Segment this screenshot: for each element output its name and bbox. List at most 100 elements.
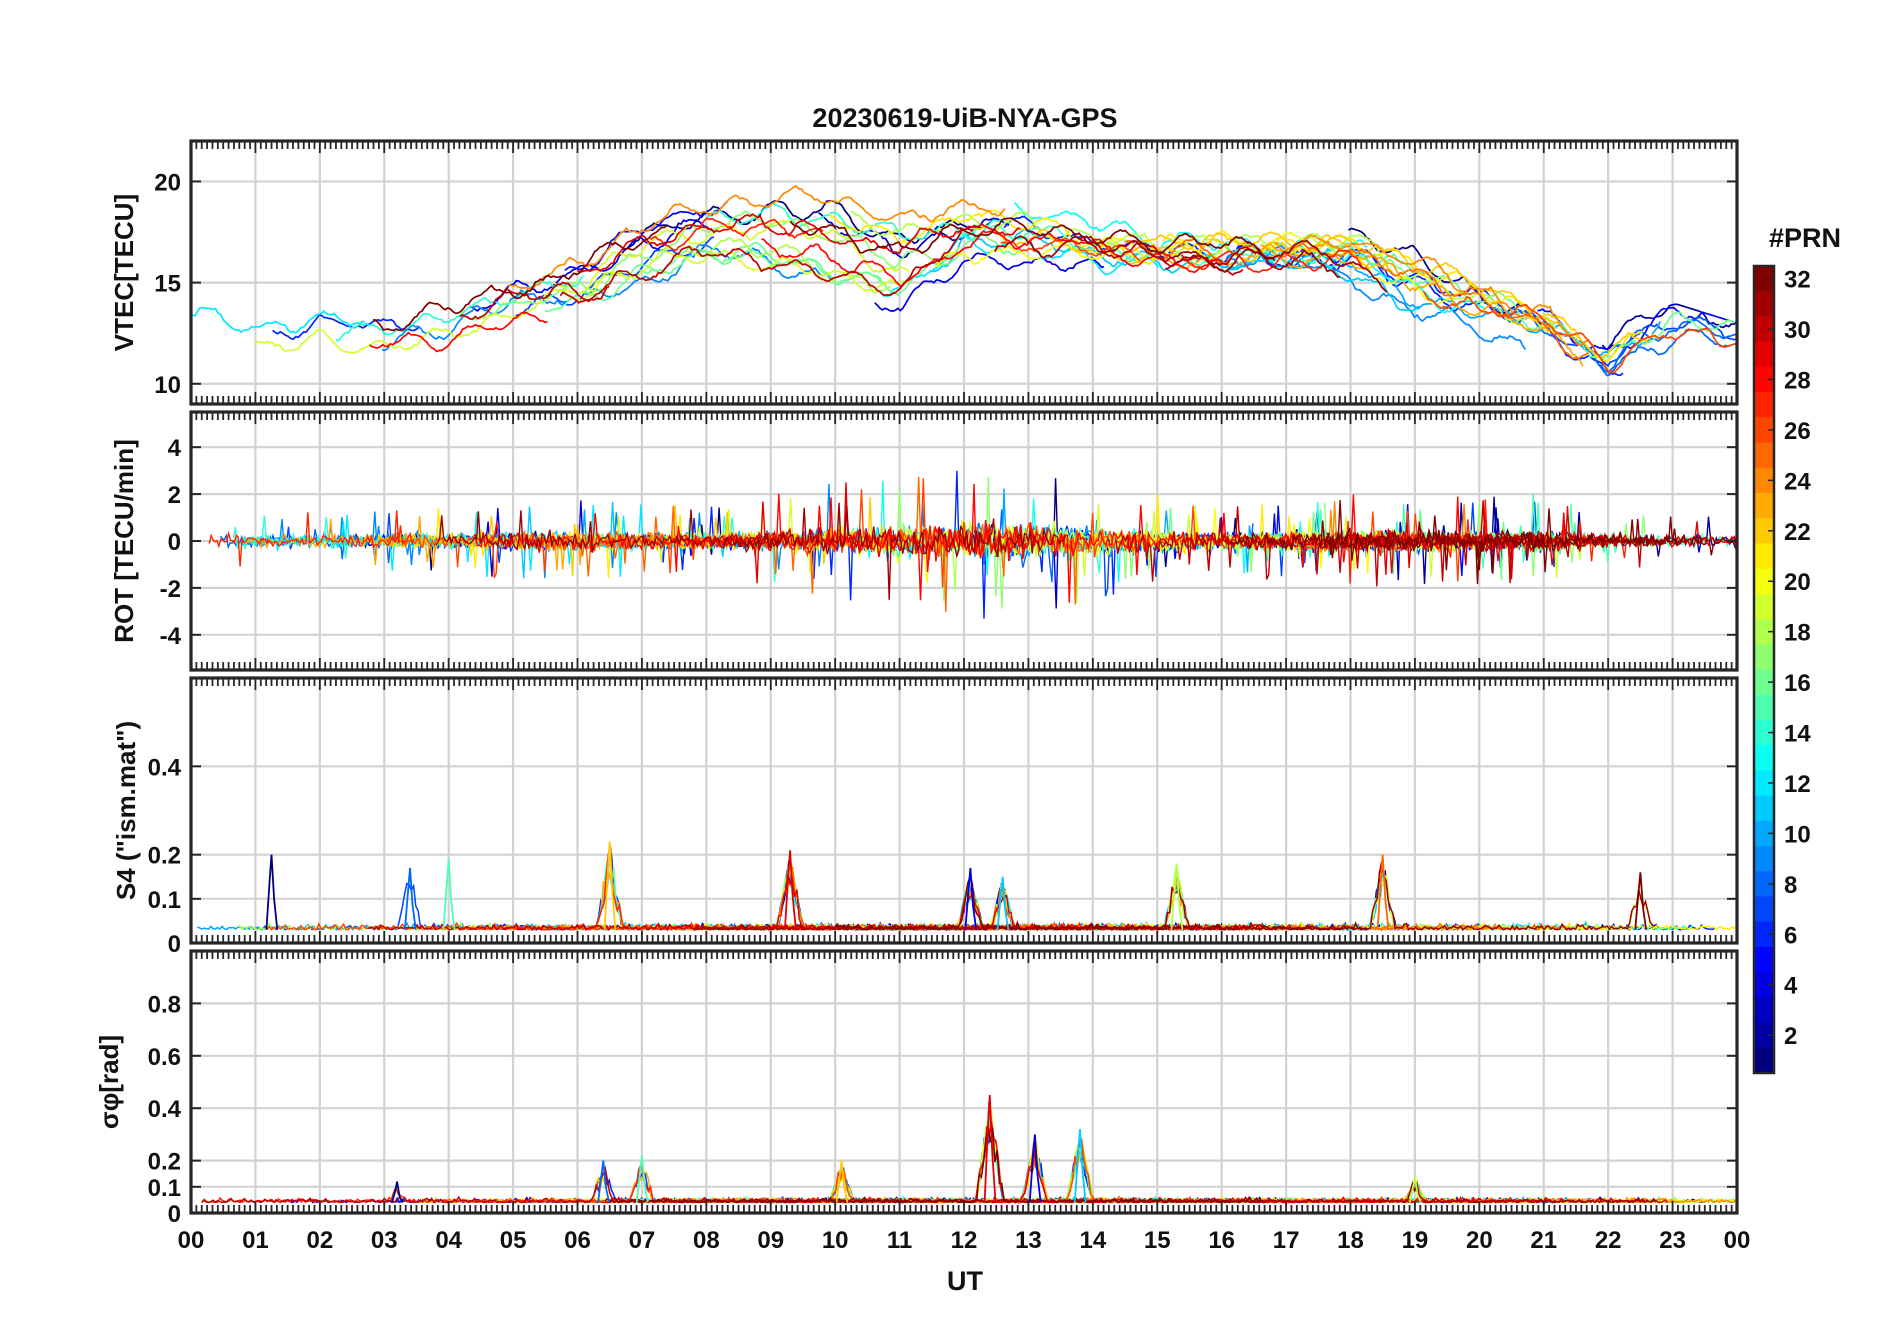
series-line-prn-32 <box>789 217 1276 262</box>
x-tick-label: 05 <box>500 1227 527 1254</box>
series-line-prn-28 <box>473 483 1047 573</box>
colorbar-segment <box>1754 341 1774 368</box>
colorbar-tick-label: 16 <box>1784 670 1811 697</box>
series-line-prn-22 <box>1138 231 1563 327</box>
series-line-prn-28 <box>369 311 548 353</box>
series-line-prn-24 <box>507 185 1006 290</box>
vtec-panel: 10 15 20 VTEC[TECU] <box>109 139 1739 406</box>
x-tick-label: 15 <box>1144 1227 1171 1254</box>
x-tick-labels: 00 01 02 03 04 05 06 07 08 09 10 11 12 13 14 15 16 17 18 19… <box>178 1227 1751 1254</box>
colorbar-segment <box>1754 543 1774 570</box>
series-line-prn-32 <box>604 1127 1264 1204</box>
x-tick-label: 12 <box>951 1227 978 1254</box>
series-line-prn-20 <box>934 241 1129 268</box>
colorbar-segment <box>1754 921 1774 948</box>
series-line-prn-12 <box>192 306 366 334</box>
series-line-prn-27 <box>649 217 824 252</box>
colorbar-segment <box>1754 997 1774 1024</box>
x-tick-label: 21 <box>1530 1227 1557 1254</box>
colorbar-segment <box>1754 316 1774 343</box>
panel-traces <box>208 470 1737 619</box>
colorbar-tick-label: 32 <box>1784 267 1811 294</box>
series-line-prn-4 <box>874 252 1105 312</box>
series-line-prn-25 <box>1124 237 1590 360</box>
peak-mark <box>964 867 978 930</box>
series-line-prn-6 <box>272 314 420 341</box>
colorbar-tick-label: 8 <box>1784 872 1797 899</box>
colorbar-segment <box>1754 593 1774 620</box>
peak-mark <box>442 859 456 930</box>
y-axis-label: S4 ("ism.mat") <box>111 721 141 900</box>
x-tick-label: 18 <box>1337 1227 1364 1254</box>
panel-traces <box>197 841 1737 932</box>
x-tick-label: 17 <box>1273 1227 1300 1254</box>
series-line-prn-15 <box>568 861 1595 932</box>
x-axis-label: UT <box>947 1266 983 1296</box>
y-tick-label: 15 <box>154 271 181 298</box>
series-line-prn-30 <box>201 1165 744 1204</box>
series-line-prn-8 <box>1510 307 1736 373</box>
series-line-prn-31 <box>994 235 1341 278</box>
x-tick-label: 00 <box>1724 1227 1751 1254</box>
series-line-prn-19 <box>588 248 910 293</box>
y-tick-label: 0.4 <box>148 754 182 781</box>
series-line-prn-19 <box>254 271 626 355</box>
series-line-prn-19 <box>669 864 1660 932</box>
colorbar-segment <box>1754 568 1774 595</box>
colorbar-segment <box>1754 946 1774 973</box>
y-tick-label: 0.1 <box>148 1175 181 1202</box>
y-axis-label: VTEC[TECU] <box>109 194 139 351</box>
y-axis-label: σφ[rad] <box>94 1035 124 1129</box>
series-line-prn-2 <box>1601 303 1737 351</box>
y-tick-label: 4 <box>168 435 182 462</box>
series-line-prn-28 <box>781 891 1340 931</box>
panel-traces <box>201 1095 1737 1204</box>
colorbar-segment <box>1754 719 1774 746</box>
colorbar-tick-label: 28 <box>1784 367 1811 394</box>
series-line-prn-31 <box>435 509 789 553</box>
x-tick-label: 04 <box>435 1227 462 1254</box>
peak-mark <box>1376 854 1390 930</box>
colorbar-segment <box>1754 644 1774 671</box>
x-tick-label: 06 <box>564 1227 591 1254</box>
panel-ticks <box>190 412 1738 670</box>
y-tick-label: 0 <box>168 931 181 958</box>
series-line-prn-32 <box>1324 508 1737 585</box>
series-line-prn-31 <box>722 502 1066 600</box>
series-line-prn-17 <box>461 210 960 321</box>
x-tick-label: 13 <box>1015 1227 1042 1254</box>
x-tick-label: 10 <box>822 1227 849 1254</box>
y-tick-label: 0.1 <box>148 887 181 914</box>
x-tick-label: 20 <box>1466 1227 1493 1254</box>
x-tick-label: 19 <box>1402 1227 1429 1254</box>
series-line-prn-13 <box>630 878 1694 932</box>
colorbar-segment <box>1754 770 1774 797</box>
colorbar-tick-label: 30 <box>1784 317 1811 344</box>
colorbar-segment <box>1754 291 1774 318</box>
peak-mark <box>391 1181 404 1203</box>
panel-ticks <box>190 678 1738 944</box>
series-line-prn-20 <box>416 1107 1346 1204</box>
series-line-prn-16 <box>808 1120 1389 1204</box>
series-line-prn-6 <box>376 1136 1358 1204</box>
peak-mark <box>265 854 279 930</box>
peak-mark <box>1073 1129 1087 1203</box>
series-line-prn-32 <box>372 225 668 332</box>
colorbar-label: #PRN <box>1769 223 1841 253</box>
y-tick-label: 0.8 <box>148 991 181 1018</box>
colorbar-tick-label: 4 <box>1784 973 1798 1000</box>
series-line-prn-30 <box>459 281 610 320</box>
peak-mark <box>635 1155 649 1203</box>
y-tick-label: 20 <box>154 169 181 196</box>
y-tick-label: -2 <box>160 576 181 603</box>
panel-grid <box>191 951 1737 1215</box>
colorbar-segment <box>1754 896 1774 923</box>
x-tick-label: 14 <box>1079 1227 1106 1254</box>
colorbar-tick-label: 22 <box>1784 519 1811 546</box>
x-tick-label: 08 <box>693 1227 720 1254</box>
rot-panel: -4 -2 0 2 4 ROT [TECU/min] <box>109 410 1739 672</box>
peak-mark <box>996 876 1010 930</box>
series-line-prn-32 <box>834 873 1367 931</box>
colorbar-segment <box>1754 871 1774 898</box>
series-line-prn-21 <box>603 1134 1726 1204</box>
